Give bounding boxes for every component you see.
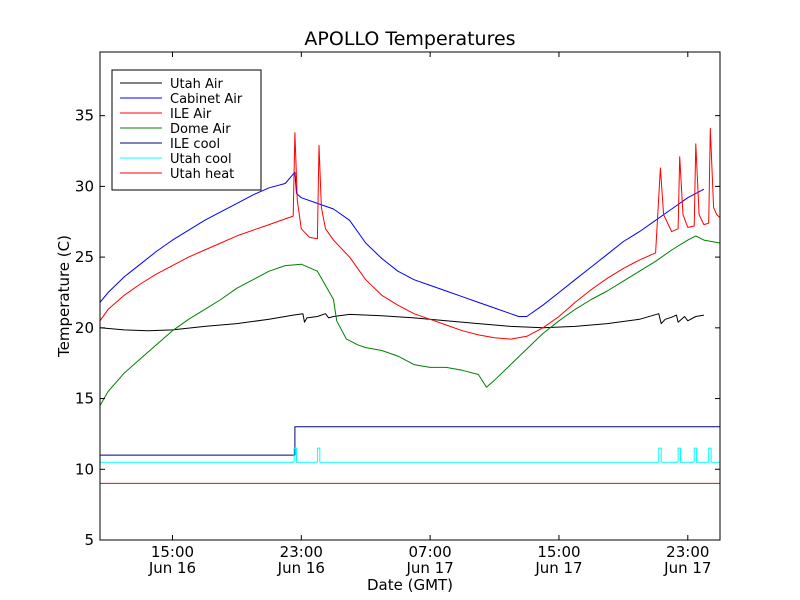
legend-label: Utah heat [170,167,234,182]
x-tick-time-label: 15:00 [537,543,580,561]
series-line-utah-cool [100,447,720,463]
legend-label: Utah Air [170,77,223,92]
x-tick-date-label: Jun 17 [663,559,711,577]
y-tick-label: 20 [75,319,94,337]
y-tick-label: 25 [75,248,94,266]
y-tick-label: 10 [75,460,94,478]
x-tick-time-label: 23:00 [666,543,709,561]
legend-box [111,69,262,191]
y-tick-label: 30 [75,177,94,195]
series-line-utah-air [100,313,704,332]
legend-label: Cabinet Air [170,92,243,107]
series-line-cabinet-air [100,171,705,317]
x-tick-date-label: Jun 16 [148,559,196,577]
y-tick-label: 35 [75,107,94,125]
series-group [100,127,720,484]
series-line-ile-cool [100,426,720,456]
y-tick-label: 5 [84,531,94,549]
plot-frame [99,51,721,541]
series-line-dome-air [100,235,720,406]
x-tick-date-label: Jun 16 [277,559,325,577]
x-tick-date-label: Jun 17 [534,559,582,577]
legend-label: Utah cool [170,152,232,167]
x-tick-time-label: 07:00 [409,543,452,561]
chart-title: APOLLO Temperatures [304,28,515,50]
legend-label: ILE Air [170,107,212,122]
y-tick-label: 15 [75,390,94,408]
legend-label: Dome Air [170,122,231,137]
series-line-ile-air [100,127,720,340]
legend-label: ILE cool [170,137,220,152]
x-axis-label: Date (GMT) [367,576,453,594]
x-tick-time-label: 23:00 [280,543,323,561]
x-tick-time-label: 15:00 [151,543,194,561]
y-axis-label: Temperature (C) [55,235,73,358]
x-tick-date-label: Jun 17 [405,559,453,577]
